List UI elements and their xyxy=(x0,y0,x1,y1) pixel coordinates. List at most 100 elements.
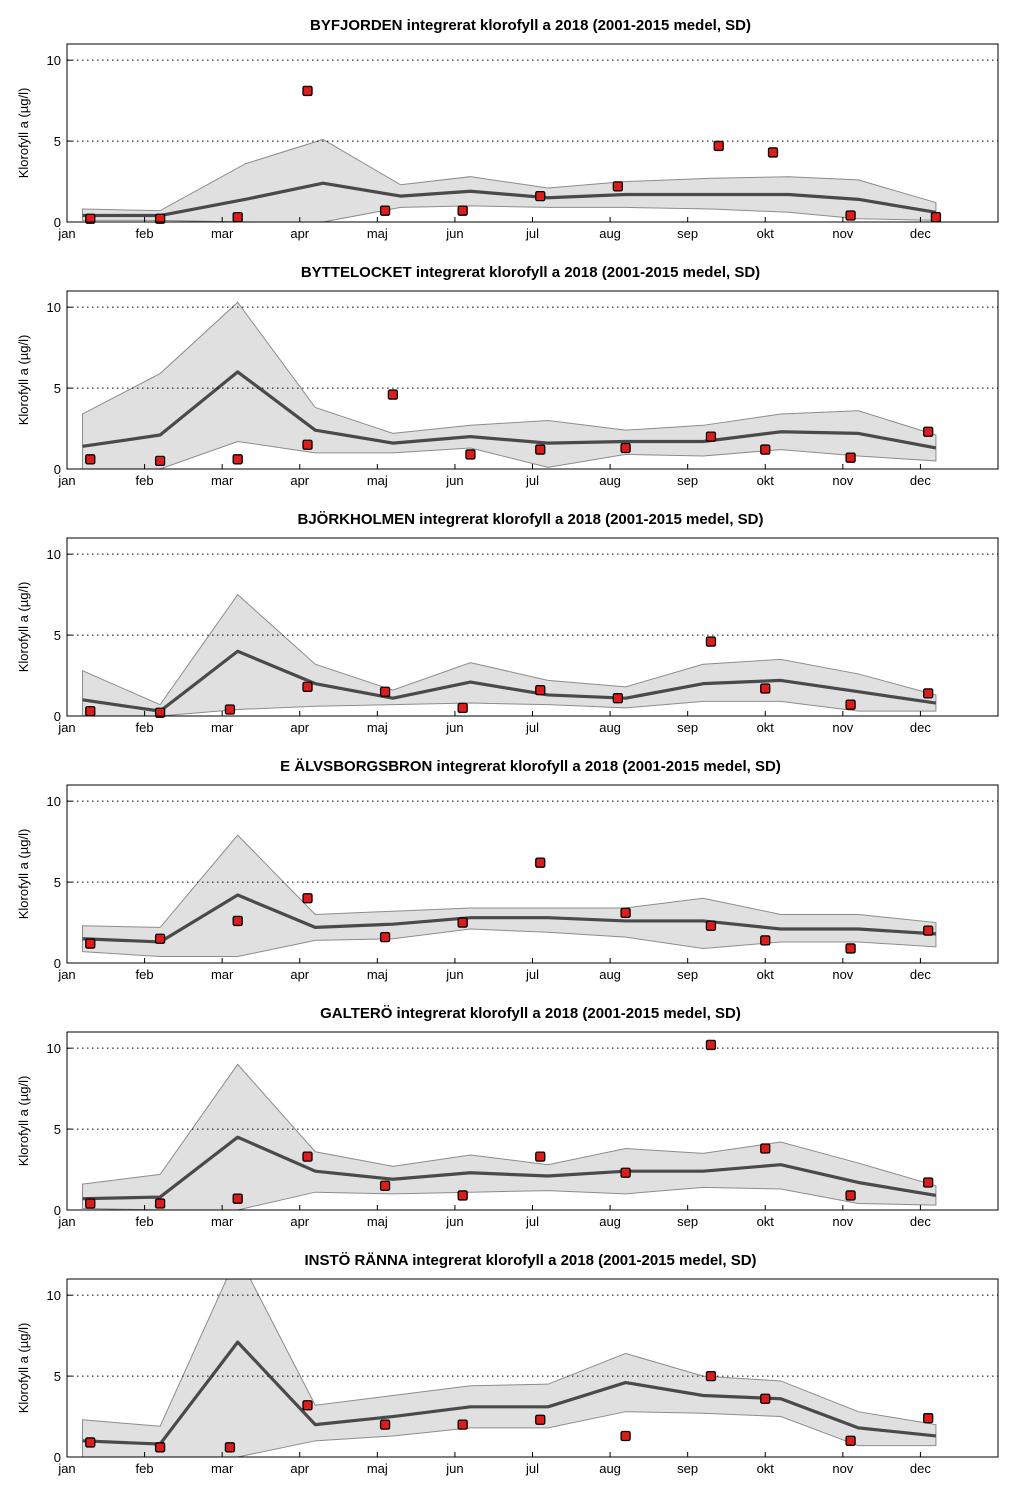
x-tick-label: jun xyxy=(445,1214,463,1229)
x-tick-label: sep xyxy=(677,473,698,488)
y-tick-label: 10 xyxy=(47,794,61,809)
data-point xyxy=(760,683,771,694)
data-point xyxy=(85,454,96,465)
y-tick-label: 5 xyxy=(54,1369,61,1384)
plot-area xyxy=(82,138,937,222)
data-point xyxy=(154,933,166,944)
data-point xyxy=(612,693,623,704)
y-tick-label: 10 xyxy=(47,1041,61,1056)
plot-area xyxy=(82,1063,937,1210)
x-tick-label: okt xyxy=(757,720,775,735)
y-tick-label: 5 xyxy=(54,875,61,890)
data-point xyxy=(535,1414,546,1425)
data-point xyxy=(535,190,546,202)
data-point xyxy=(845,210,856,221)
x-tick-label: dec xyxy=(910,720,931,735)
x-tick-label: sep xyxy=(677,967,698,982)
x-tick-label: mar xyxy=(211,967,234,982)
data-point xyxy=(713,140,724,152)
x-tick-label: jul xyxy=(525,967,539,982)
x-tick-label: maj xyxy=(367,967,388,982)
x-tick-label: dec xyxy=(910,226,931,241)
y-tick-label: 5 xyxy=(54,381,61,396)
y-axis-label: Klorofyll a (µg/l) xyxy=(16,335,31,426)
y-tick-label: 10 xyxy=(47,53,61,68)
data-point xyxy=(302,893,313,904)
x-tick-label: nov xyxy=(832,226,853,241)
data-point xyxy=(923,1413,934,1424)
y-tick-label: 0 xyxy=(54,956,61,971)
data-point xyxy=(457,1419,468,1430)
sd-band xyxy=(82,593,937,716)
data-point xyxy=(85,213,96,224)
x-tick-label: mar xyxy=(211,473,234,488)
plot-area xyxy=(82,834,937,958)
x-tick-label: dec xyxy=(910,1461,931,1476)
x-tick-label: aug xyxy=(599,226,621,241)
x-tick-label: nov xyxy=(832,967,853,982)
y-axis-label: Klorofyll a (µg/l) xyxy=(16,1323,31,1414)
data-point xyxy=(302,439,313,450)
data-point xyxy=(620,1167,631,1178)
data-point xyxy=(232,211,243,223)
sd-band xyxy=(82,301,937,469)
chart-title: GALTERÖ integrerat klorofyll a 2018 (200… xyxy=(320,1005,741,1022)
data-point xyxy=(232,1193,243,1204)
x-tick-label: aug xyxy=(599,1214,621,1229)
data-point xyxy=(923,688,934,699)
data-point xyxy=(620,442,631,454)
chart-title: BYFJORDEN integrerat klorofyll a 2018 (2… xyxy=(310,17,751,34)
plot-area xyxy=(82,301,937,469)
x-tick-label: aug xyxy=(599,473,621,488)
x-tick-label: jul xyxy=(525,473,539,488)
x-tick-label: jun xyxy=(445,473,463,488)
data-point xyxy=(379,1419,391,1430)
x-tick-label: jun xyxy=(445,226,463,241)
x-tick-label: maj xyxy=(367,473,388,488)
data-point xyxy=(930,211,942,223)
data-point xyxy=(760,1143,771,1154)
data-point xyxy=(612,181,623,192)
y-tick-label: 10 xyxy=(47,300,61,315)
x-tick-label: jul xyxy=(525,1461,539,1476)
y-tick-label: 0 xyxy=(54,462,61,477)
x-tick-label: okt xyxy=(757,1461,775,1476)
x-tick-label: okt xyxy=(757,473,775,488)
data-point xyxy=(767,147,779,158)
data-point xyxy=(845,1435,856,1446)
x-tick-label: feb xyxy=(136,473,154,488)
data-point xyxy=(154,1442,166,1453)
x-tick-label: nov xyxy=(832,1461,853,1476)
x-tick-label: jan xyxy=(57,1214,75,1229)
x-tick-label: nov xyxy=(832,1214,853,1229)
x-tick-label: dec xyxy=(910,1214,931,1229)
data-point xyxy=(535,1151,546,1162)
x-tick-label: apr xyxy=(290,1461,309,1476)
x-tick-label: apr xyxy=(290,473,309,488)
x-tick-label: nov xyxy=(832,720,853,735)
data-point xyxy=(760,444,771,455)
x-tick-label: sep xyxy=(677,720,698,735)
x-tick-label: jan xyxy=(57,720,75,735)
data-point xyxy=(535,857,546,868)
y-tick-label: 5 xyxy=(54,134,61,149)
data-point xyxy=(535,684,546,696)
chart-panel-3: BJÖRKHOLMEN integrerat klorofyll a 2018 … xyxy=(16,511,999,735)
data-point xyxy=(457,205,468,216)
data-point xyxy=(845,452,856,463)
chart-title: E ÄLVSBORGSBRON integrerat klorofyll a 2… xyxy=(280,758,781,775)
y-tick-label: 5 xyxy=(54,1122,61,1137)
data-point xyxy=(535,444,546,455)
data-point xyxy=(705,1370,717,1382)
data-point xyxy=(85,938,96,949)
chart-title: INSTÖ RÄNNA integrerat klorofyll a 2018 … xyxy=(304,1252,756,1269)
x-tick-label: jun xyxy=(445,1461,463,1476)
data-point xyxy=(302,85,313,97)
y-tick-label: 0 xyxy=(54,215,61,230)
data-point xyxy=(845,699,856,710)
mean-line xyxy=(82,893,937,944)
x-tick-label: okt xyxy=(757,1214,775,1229)
data-point xyxy=(302,1400,313,1411)
data-point xyxy=(379,205,391,216)
